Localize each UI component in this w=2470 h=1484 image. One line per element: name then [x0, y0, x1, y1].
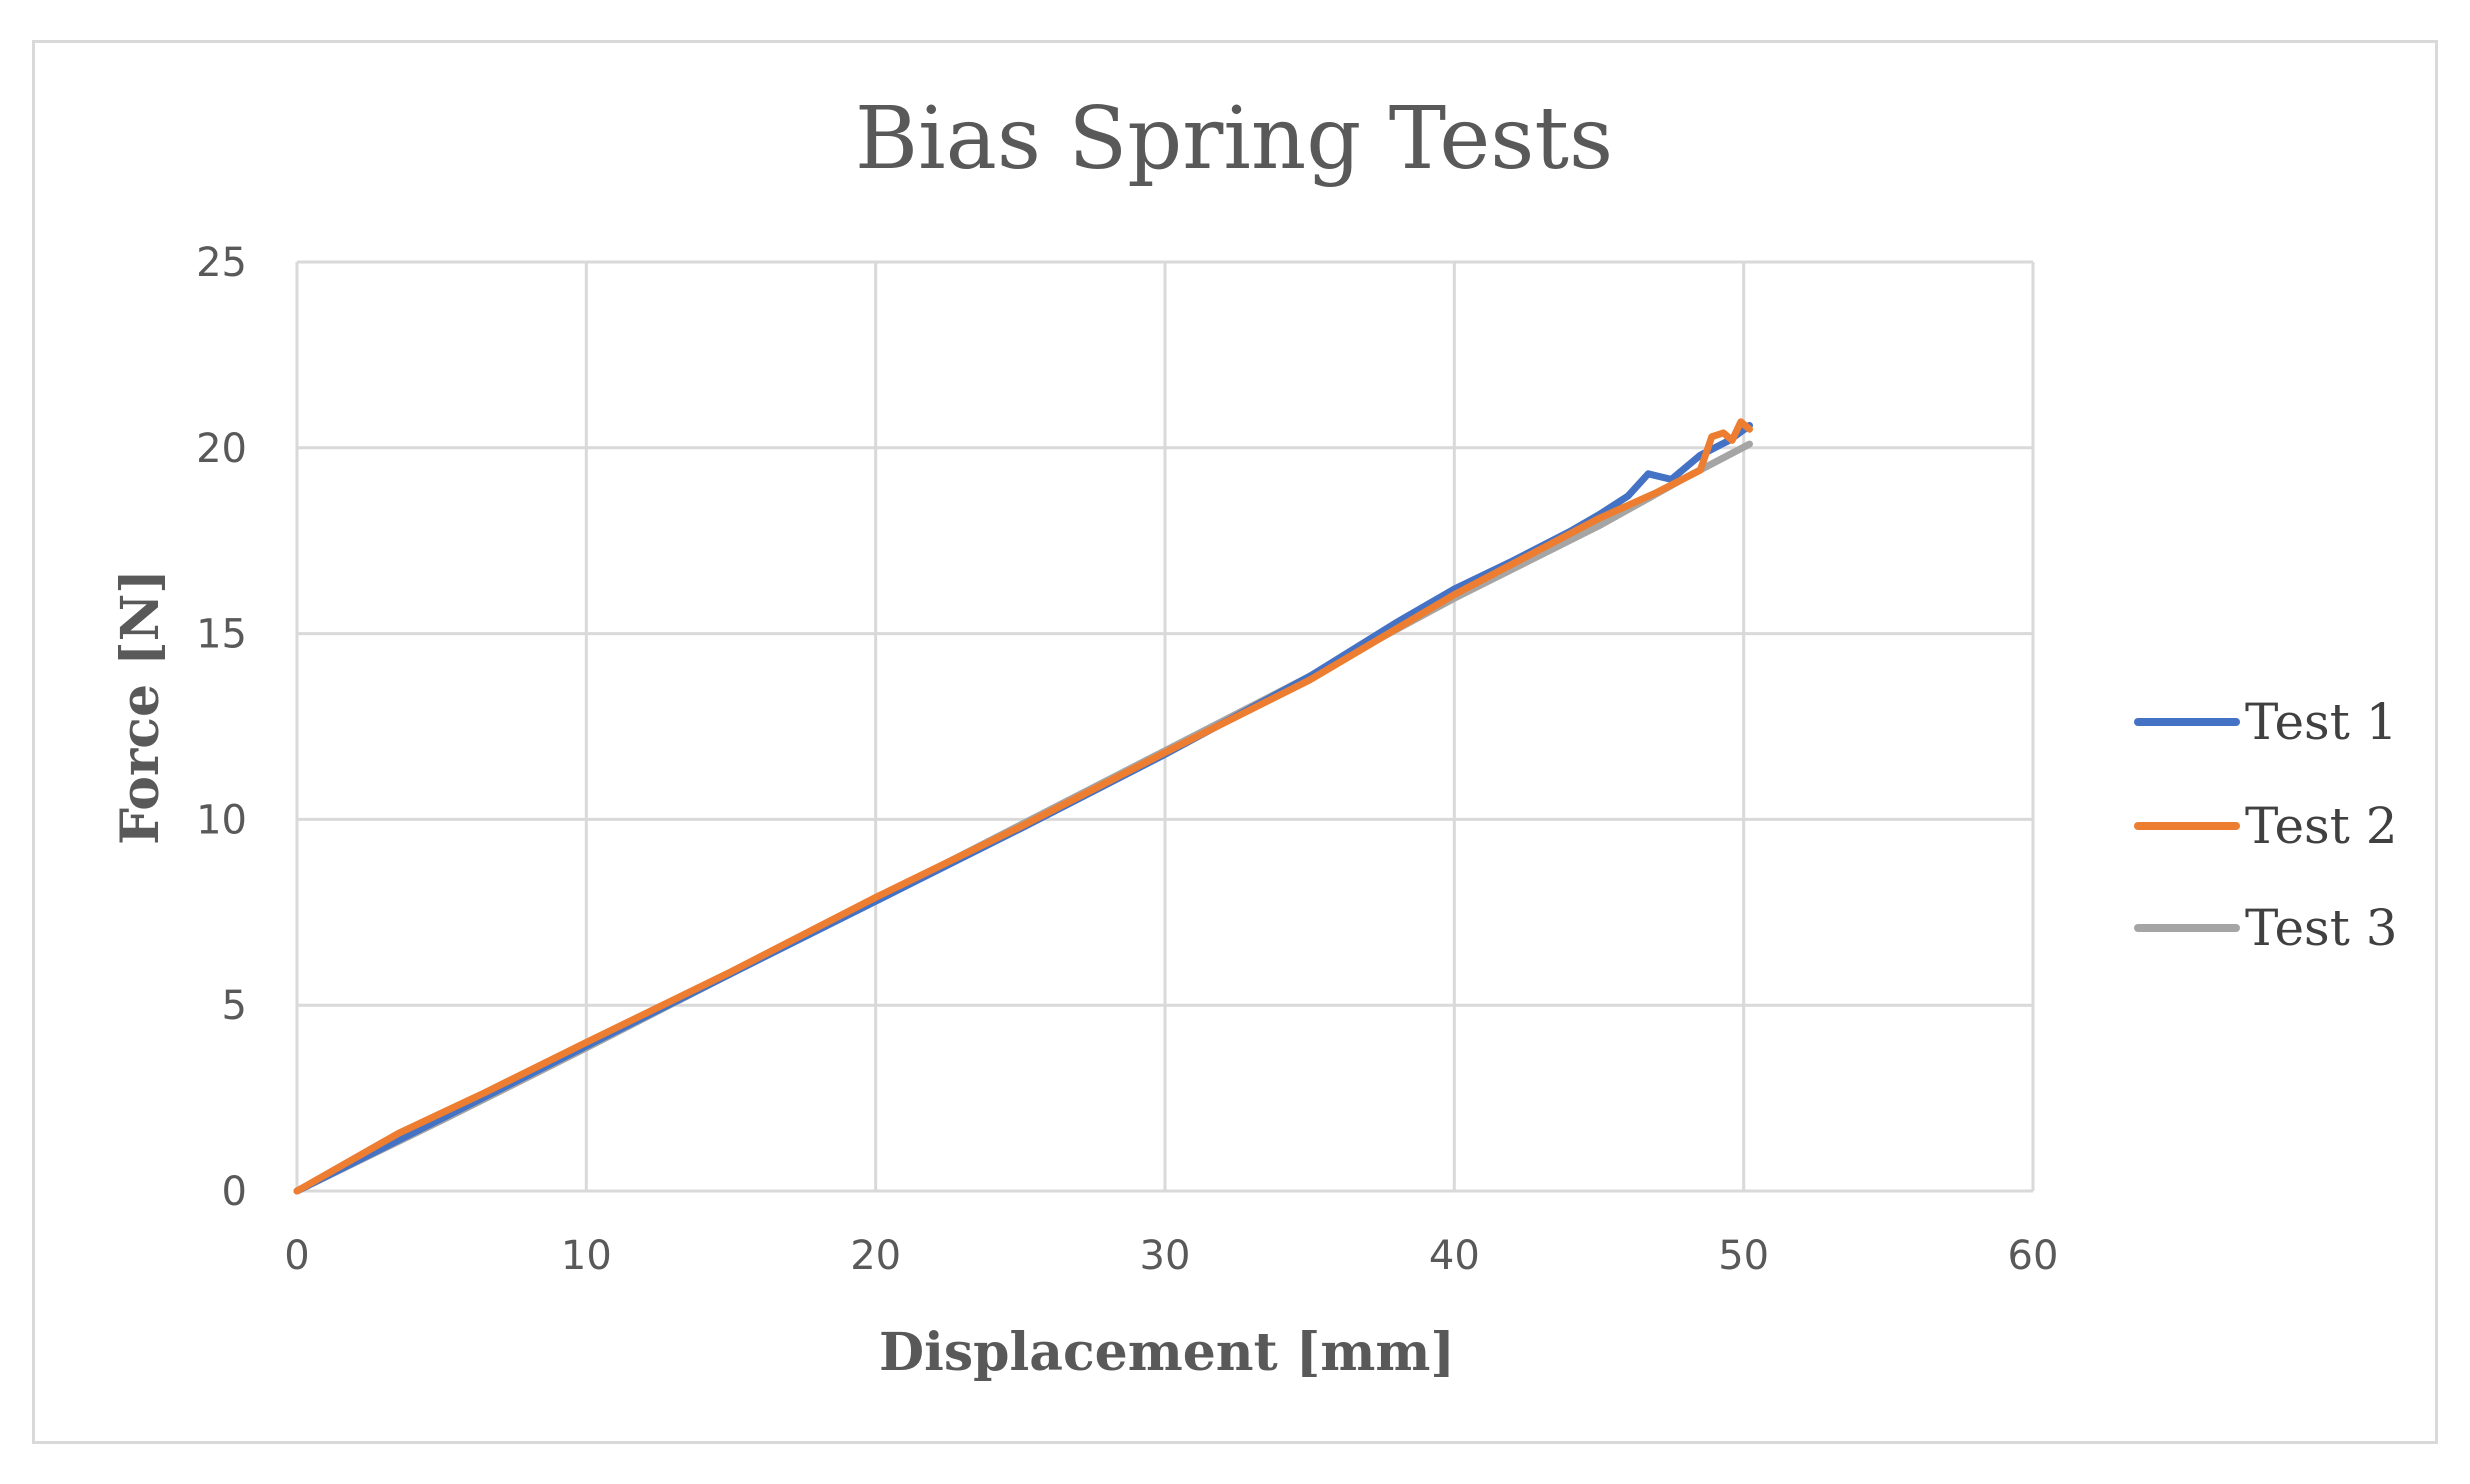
x-tick-label: 60 — [2008, 1233, 2059, 1279]
x-axis-title: Displacement [mm] — [879, 1322, 1455, 1383]
x-tick-label: 10 — [561, 1233, 612, 1279]
y-tick-label: 5 — [222, 983, 247, 1029]
y-tick-label: 20 — [196, 426, 247, 472]
grid — [295, 260, 2035, 1193]
legend-label-1: Test 1 — [2245, 693, 2398, 751]
y-tick-label: 25 — [196, 240, 247, 286]
x-tick-label: 50 — [1718, 1233, 1769, 1279]
y-axis-title: Force [N] — [110, 569, 171, 845]
chart-title: Bias Spring Tests — [855, 89, 1613, 189]
y-tick-label: 15 — [196, 612, 247, 658]
y-tick-label: 10 — [196, 797, 247, 843]
legend: Test 1 Test 2 Test 3 — [2134, 693, 2398, 957]
x-tick-label: 40 — [1429, 1233, 1480, 1279]
x-tick-label: 0 — [284, 1233, 309, 1279]
y-axis-ticks: 0 5 10 15 20 25 — [196, 240, 247, 1215]
x-axis-ticks: 0 10 20 30 40 50 60 — [284, 1233, 2058, 1279]
series-line-test-2 — [293, 418, 1753, 1195]
x-tick-label: 30 — [1140, 1233, 1191, 1279]
legend-label-3: Test 3 — [2245, 899, 2398, 957]
chart-frame — [32, 40, 2438, 1444]
x-tick-label: 20 — [850, 1233, 901, 1279]
series-layer — [293, 418, 1753, 1195]
legend-label-2: Test 2 — [2245, 797, 2398, 855]
y-tick-label: 0 — [222, 1169, 247, 1215]
